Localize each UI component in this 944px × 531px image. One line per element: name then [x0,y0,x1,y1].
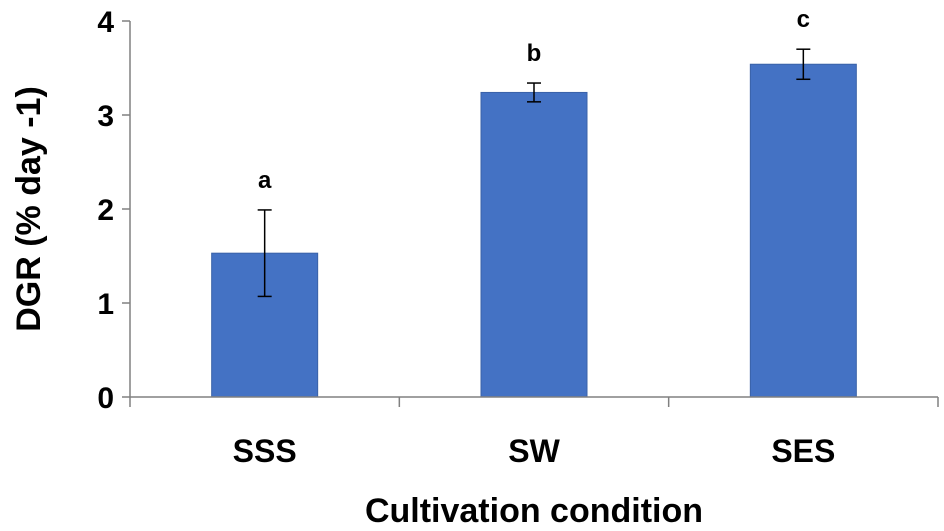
x-tick-label-ses: SES [771,433,835,469]
bar-ses [749,63,857,398]
y-tick-label-1: 1 [97,288,114,321]
significance-label-ses: c [797,6,810,33]
y-tick-label-2: 2 [97,194,114,227]
bar-sw [480,91,588,398]
bars-group [211,63,857,398]
y-tick-label-0: 0 [97,382,114,415]
significance-label-sss: a [258,167,272,194]
significance-label-sw: b [527,40,542,67]
y-tick-label-3: 3 [97,100,114,133]
x-tick-label-sw: SW [508,433,560,469]
error-bars-group [257,48,811,298]
axes-group [122,20,939,407]
y-tick-label-4: 4 [97,6,114,39]
x-tick-label-sss: SSS [233,433,297,469]
x-axis-title: Cultivation condition [365,492,703,530]
labels-group: a SSS b SW c SES 0 1 2 3 4 Cultivation condition DGR… [10,6,835,530]
y-axis-title: DGR (% day -1) [10,86,48,332]
